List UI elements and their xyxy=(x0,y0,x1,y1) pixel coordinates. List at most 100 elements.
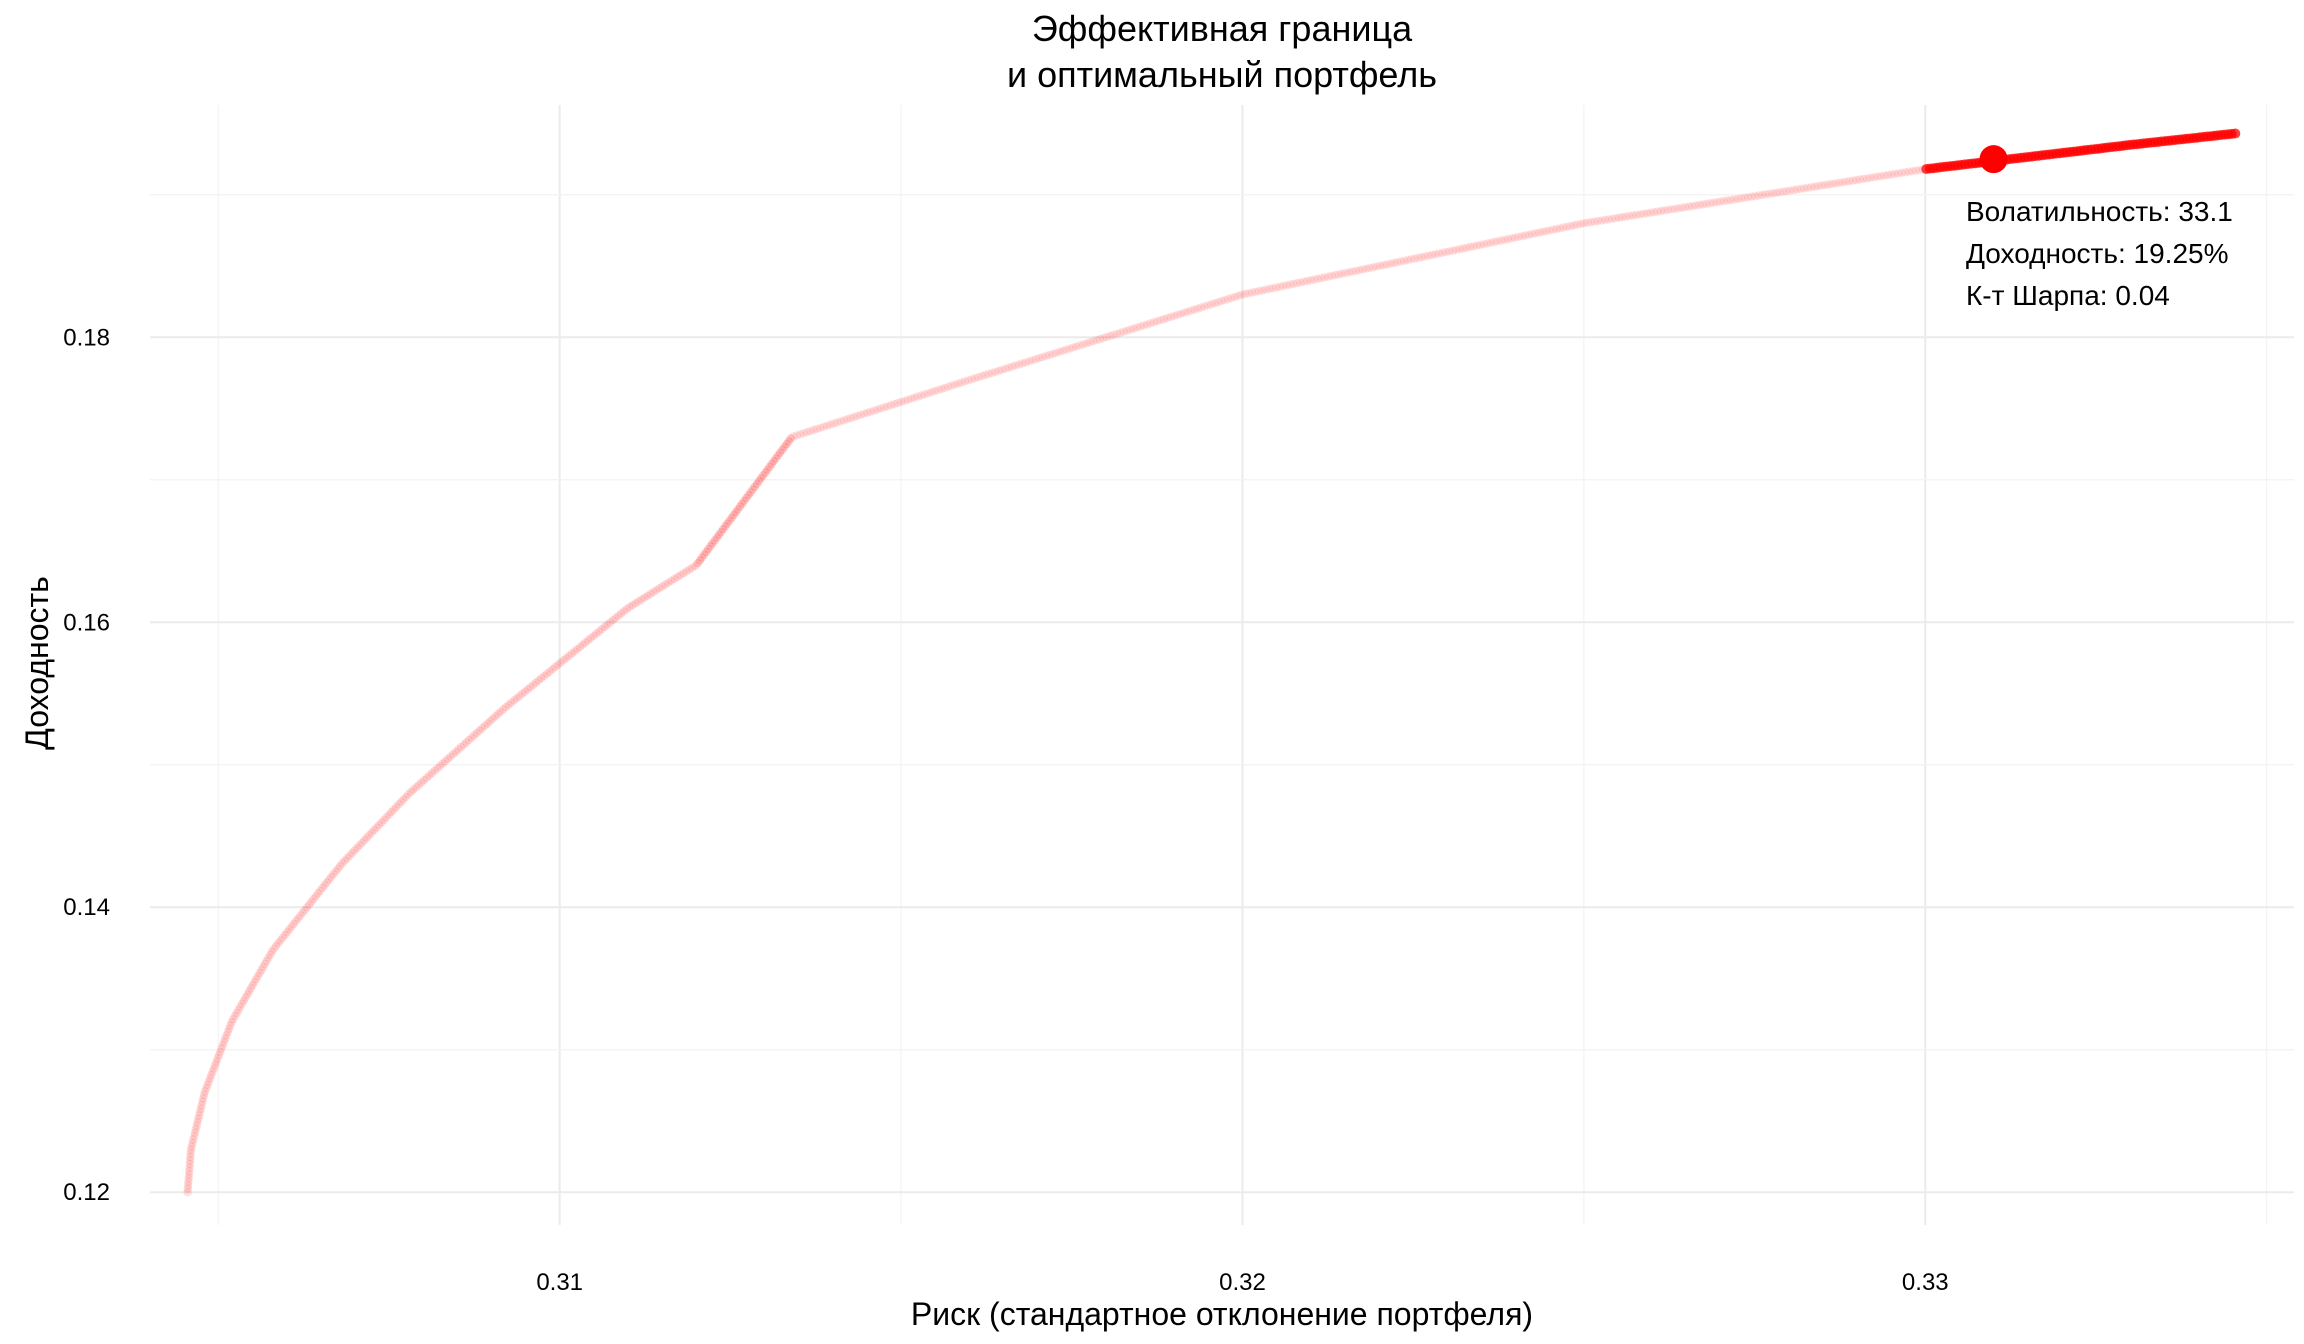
frontier-point xyxy=(198,1097,207,1107)
frontier-point xyxy=(826,420,835,429)
frontier-point xyxy=(194,1111,204,1120)
frontier-point xyxy=(193,1118,202,1127)
frontier-point xyxy=(778,445,787,455)
frontier-point xyxy=(1590,217,1599,226)
frontier-point xyxy=(1431,250,1440,259)
frontier-point xyxy=(1062,345,1071,354)
frontier-point xyxy=(1303,276,1312,286)
frontier-point xyxy=(217,1044,226,1053)
frontier-point xyxy=(250,978,259,987)
frontier-point xyxy=(1102,332,1111,342)
frontier-point xyxy=(706,542,715,551)
frontier-point xyxy=(1901,168,1910,177)
annotation-volatility: Волатильность: 33.1 xyxy=(1966,196,2233,227)
x-axis-title: Риск (стандартное отклонение портфеля) xyxy=(911,1296,1533,1332)
frontier-point xyxy=(1646,208,1655,217)
frontier-point xyxy=(204,1077,213,1086)
frontier-point xyxy=(1604,215,1613,224)
frontier-point xyxy=(655,584,664,593)
frontier-point xyxy=(226,1021,235,1030)
frontier-point xyxy=(1159,314,1169,324)
frontier-point xyxy=(274,939,283,948)
frontier-point xyxy=(1375,261,1385,270)
frontier-point xyxy=(1129,324,1138,333)
frontier-point xyxy=(190,1132,199,1141)
frontier-point xyxy=(362,833,371,842)
frontier-point xyxy=(750,482,759,491)
frontier-point xyxy=(209,1064,218,1073)
frontier-point xyxy=(974,372,983,382)
frontier-point xyxy=(311,892,320,901)
frontier-point xyxy=(900,396,909,406)
frontier-point xyxy=(1716,197,1725,206)
frontier-point xyxy=(1119,327,1128,336)
frontier-point xyxy=(191,1125,200,1134)
y-tick-label: 0.18 xyxy=(63,324,110,351)
frontier-point xyxy=(523,685,532,694)
frontier-point xyxy=(1251,287,1260,296)
frontier-point xyxy=(1196,303,1206,312)
frontier-point xyxy=(1642,209,1652,218)
frontier-point xyxy=(589,631,598,640)
frontier-point xyxy=(443,754,453,764)
optimal-portfolio xyxy=(1979,145,2008,174)
frontier-point xyxy=(1705,199,1715,208)
frontier-point xyxy=(1021,358,1030,367)
frontier-point xyxy=(1911,166,1921,175)
frontier-point xyxy=(2230,128,2241,139)
frontier-point xyxy=(1285,280,1295,289)
frontier-point xyxy=(1001,364,1010,373)
frontier-point xyxy=(832,418,842,427)
frontier-point xyxy=(1514,232,1523,242)
frontier-point xyxy=(1068,343,1078,352)
frontier-point xyxy=(239,996,248,1005)
frontier-point xyxy=(967,375,976,384)
frontier-point xyxy=(1024,357,1034,366)
frontier-point xyxy=(509,696,519,705)
frontier-point xyxy=(688,563,697,572)
frontier-point xyxy=(1289,279,1298,289)
frontier-point xyxy=(933,385,943,395)
frontier-point xyxy=(343,853,352,863)
frontier-point xyxy=(1600,215,1610,225)
frontier-point xyxy=(470,731,479,740)
frontier-point xyxy=(1894,169,1903,178)
frontier-point xyxy=(199,1090,209,1100)
frontier-point xyxy=(1344,268,1354,277)
frontier-point xyxy=(737,499,747,508)
frontier-point xyxy=(189,1135,198,1144)
frontier-point xyxy=(1510,233,1520,242)
frontier-point xyxy=(1327,271,1336,281)
frontier-point xyxy=(1149,318,1159,327)
frontier-point xyxy=(309,894,318,904)
frontier-point xyxy=(190,1128,200,1137)
frontier-point xyxy=(578,640,587,649)
frontier-point xyxy=(1465,242,1475,252)
frontier-point xyxy=(1747,192,1756,201)
frontier-point xyxy=(1089,337,1098,346)
frontier-point xyxy=(1869,173,1879,182)
frontier-point xyxy=(1649,208,1659,217)
frontier-point xyxy=(603,620,612,629)
frontier-point xyxy=(1126,325,1135,334)
frontier-point xyxy=(947,381,956,390)
frontier-point xyxy=(622,604,631,614)
chart-title-line-1: Эффективная граница xyxy=(1032,8,1413,49)
frontier-point xyxy=(392,802,401,812)
frontier-point xyxy=(727,513,736,523)
frontier-point xyxy=(673,572,682,582)
frontier-point xyxy=(1176,309,1186,318)
frontier-point xyxy=(910,393,919,402)
frontier-point xyxy=(287,922,296,931)
frontier-point xyxy=(634,597,643,606)
x-tick-label: 0.32 xyxy=(1219,1269,1266,1296)
tick-labels: 0.31 0.32 0.33 0.12 0.14 0.16 0.18 xyxy=(63,324,1948,1296)
frontier-point xyxy=(1396,257,1406,266)
frontier-point xyxy=(399,795,408,804)
frontier-point xyxy=(1105,331,1115,341)
frontier-point xyxy=(278,933,287,942)
frontier-point xyxy=(846,413,855,423)
frontier-point xyxy=(843,415,852,424)
frontier-point xyxy=(1183,307,1192,316)
frontier-point xyxy=(335,861,345,871)
